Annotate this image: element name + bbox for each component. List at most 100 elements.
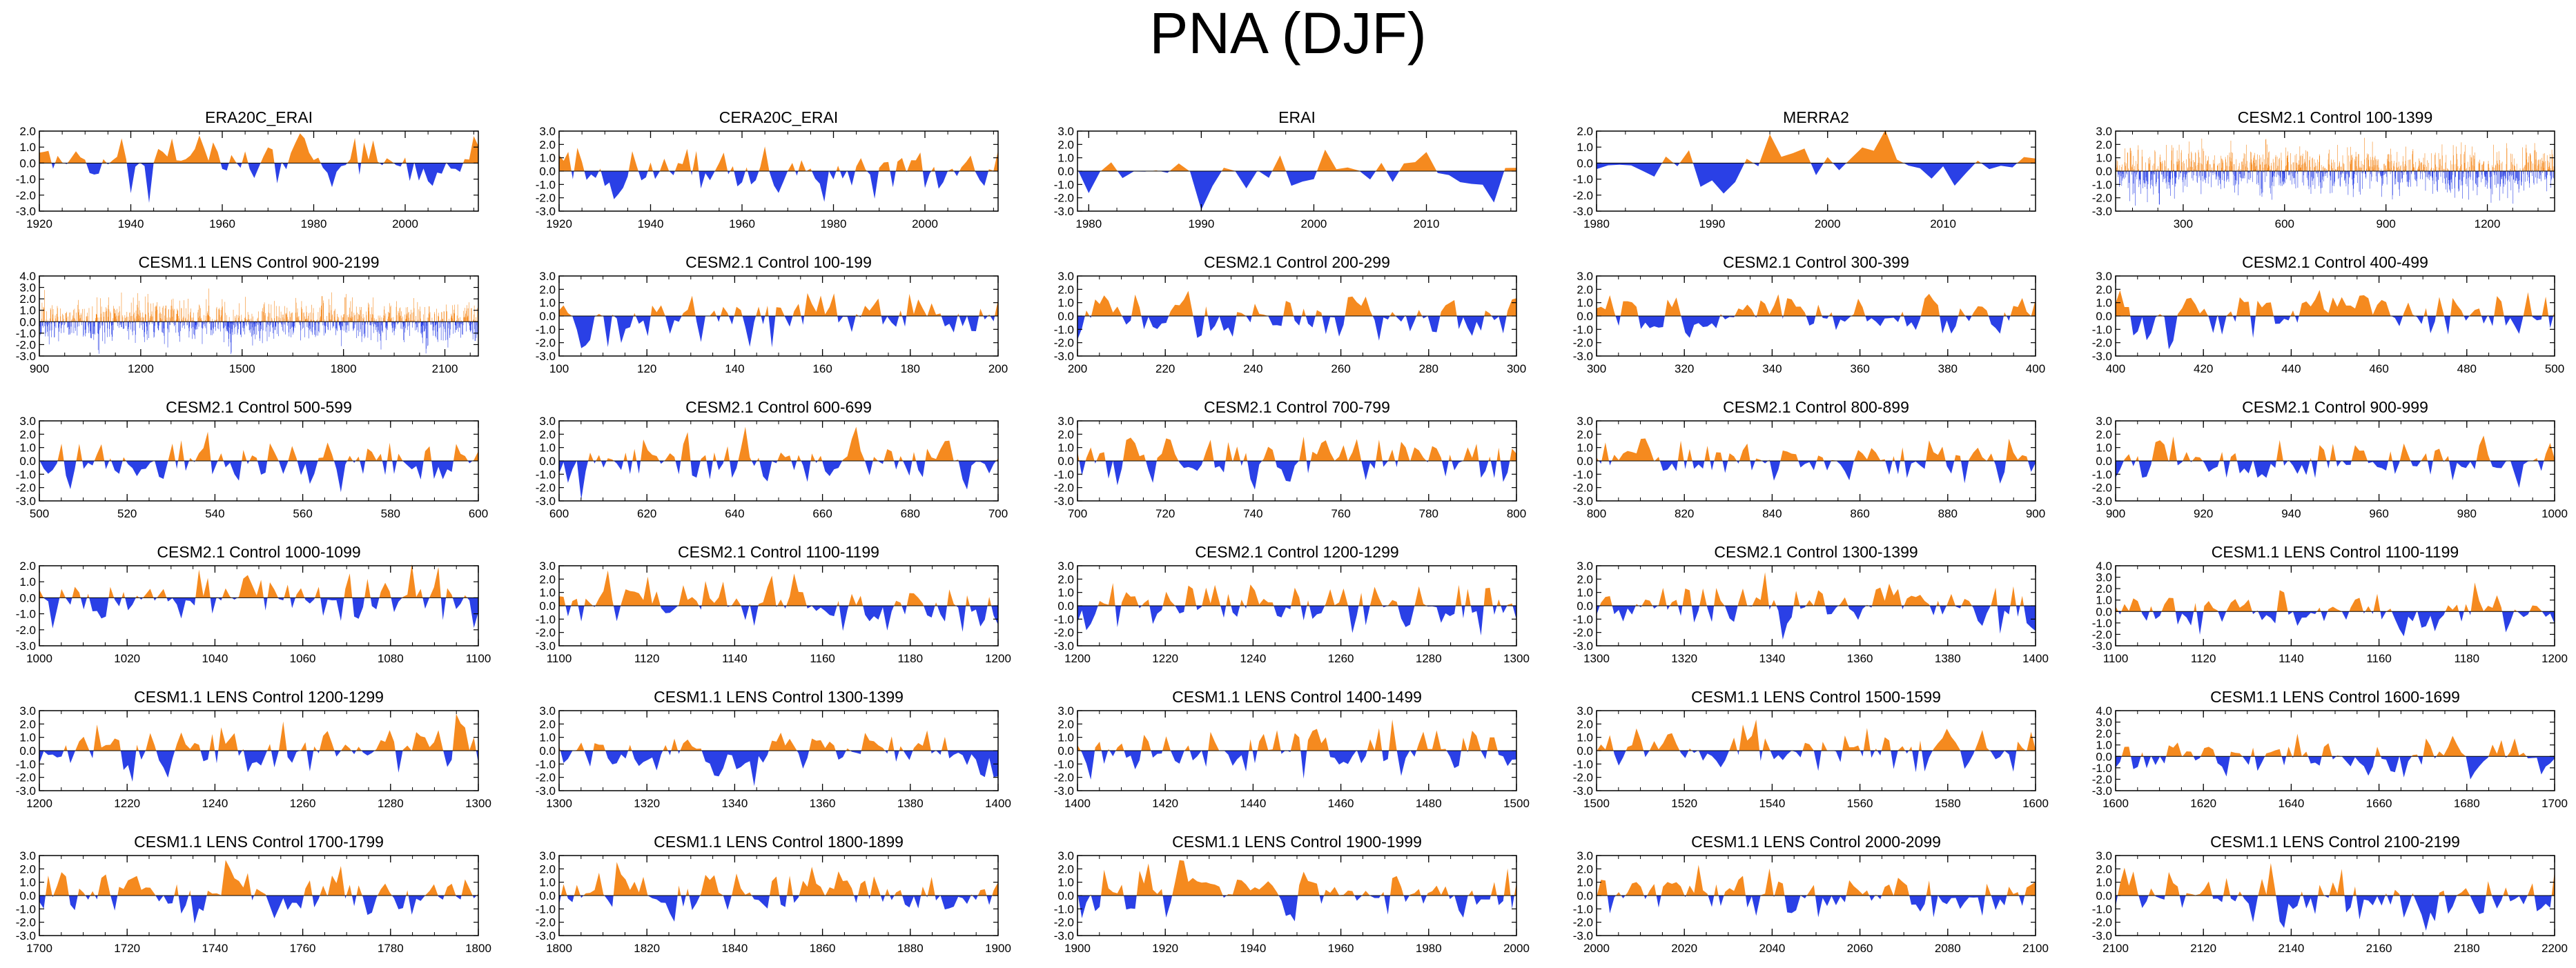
y-tick-label: -1.0: [1573, 902, 1593, 916]
panel-title: CESM1.1 LENS Control 900-2199: [138, 253, 379, 271]
y-tick-label: 0.0: [2096, 165, 2112, 178]
y-tick-label: -2.0: [1573, 482, 1593, 495]
x-tick-label: 760: [1331, 507, 1350, 520]
x-tick-label: 2010: [1930, 217, 1956, 230]
y-tick-label: 1.0: [19, 442, 36, 455]
x-tick-label: 1680: [2454, 797, 2480, 810]
figure-title: PNA (DJF): [1149, 1, 1427, 66]
x-tick-label: 1640: [2278, 797, 2304, 810]
chart-panel: CESM1.1 LENS Control 1200-1299 3.02.01.00…: [16, 688, 491, 810]
y-tick-label: -3.0: [1573, 495, 1593, 508]
positive-area: [559, 293, 998, 316]
y-tick-label: 3.0: [1577, 270, 1593, 283]
y-tick-label: 1.0: [1577, 876, 1593, 889]
chart-panel: CESM1.1 LENS Control 1700-1799 3.02.01.00…: [16, 833, 491, 955]
negative-area: [1077, 606, 1516, 636]
x-tick-label: 100: [549, 362, 569, 375]
y-tick-label: -3.0: [1054, 495, 1074, 508]
x-tick-label: 1900: [985, 942, 1011, 955]
y-tick-label: 3.0: [19, 415, 36, 428]
y-tick-label: -2.0: [2092, 773, 2112, 786]
x-tick-label: 980: [2457, 507, 2477, 520]
negative-area: [1079, 461, 1510, 490]
chart-panel: CESM2.1 Control 100-1993.02.01.00.0-1.0-…: [536, 253, 1008, 375]
chart-panel: CESM2.1 Control 800-8993.02.01.00.0-1.0-…: [1573, 398, 2045, 520]
y-tick-label: 0.0: [539, 310, 556, 323]
x-tick-label: 680: [901, 507, 920, 520]
x-tick-label: 1600: [2102, 797, 2129, 810]
y-tick-label: 0.0: [1577, 889, 1593, 902]
x-tick-label: 1120: [634, 652, 660, 665]
y-tick-label: 3.0: [1057, 125, 1074, 138]
x-tick-label: 1260: [290, 797, 316, 810]
y-tick-label: 0.0: [19, 455, 36, 468]
y-tick-label: 0.0: [1057, 744, 1074, 758]
panel-title: CESM1.1 LENS Control 1700-1799: [134, 833, 384, 851]
y-tick-label: 0.0: [539, 165, 556, 178]
positive-area: [559, 146, 998, 171]
y-tick-label: 0.0: [1057, 455, 1074, 468]
negative-area: [1597, 606, 2036, 640]
x-tick-label: 1280: [1416, 652, 1442, 665]
x-tick-label: 1700: [2541, 797, 2568, 810]
y-tick-label: -2.0: [16, 338, 36, 351]
y-tick-label: 1.0: [2096, 739, 2112, 752]
y-tick-label: 2.0: [2096, 428, 2112, 441]
x-tick-label: 1560: [1847, 797, 1873, 810]
x-tick-label: 600: [2275, 217, 2294, 230]
y-tick-label: 3.0: [19, 281, 36, 295]
chart-panel: CESM2.1 Control 1200-1299 3.02.01.00.0-1.…: [1054, 543, 1530, 665]
positive-area: [559, 570, 992, 606]
y-tick-label: 1.0: [1577, 586, 1593, 600]
y-tick-label: -3.0: [536, 495, 556, 508]
y-tick-label: 1.0: [19, 731, 36, 744]
positive-area: [1077, 149, 1516, 171]
y-tick-label: 2.0: [539, 718, 556, 731]
y-tick-label: 0.0: [19, 157, 36, 170]
x-tick-label: 1980: [301, 217, 327, 230]
y-tick-label: -1.0: [16, 758, 36, 771]
y-tick-label: 1.0: [1057, 152, 1074, 165]
x-tick-label: 260: [1331, 362, 1350, 375]
x-tick-label: 380: [1938, 362, 1958, 375]
x-tick-label: 600: [469, 507, 488, 520]
x-tick-label: 740: [1243, 507, 1262, 520]
y-tick-label: -3.0: [1054, 640, 1074, 653]
x-tick-label: 220: [1155, 362, 1175, 375]
y-tick-label: 0.0: [2096, 750, 2112, 763]
y-tick-label: -3.0: [1573, 205, 1593, 218]
panel-title: CESM1.1 LENS Control 2000-2099: [1691, 833, 1941, 851]
positive-area: [1077, 719, 1498, 751]
y-tick-label: -3.0: [16, 350, 36, 363]
x-tick-label: 660: [812, 507, 832, 520]
x-tick-label: 240: [1243, 362, 1262, 375]
x-tick-label: 440: [2281, 362, 2301, 375]
x-tick-label: 520: [117, 507, 137, 520]
x-tick-label: 300: [2174, 217, 2193, 230]
y-tick-label: 0.0: [1057, 165, 1074, 178]
x-tick-label: 1240: [202, 797, 228, 810]
panel-title: ERAI: [1278, 108, 1316, 126]
y-tick-label: -2.0: [1573, 337, 1593, 350]
x-tick-label: 1100: [466, 652, 491, 665]
x-tick-label: 200: [1068, 362, 1087, 375]
y-tick-label: -3.0: [16, 784, 36, 798]
panel-title: CESM2.1 Control 1300-1399: [1714, 543, 1918, 561]
y-tick-label: 2.0: [539, 573, 556, 586]
x-tick-label: 1500: [1503, 797, 1530, 810]
y-tick-label: 0.0: [19, 744, 36, 758]
panel-title: ERA20C_ERAI: [205, 108, 313, 126]
y-tick-label: 1.0: [1577, 141, 1593, 154]
x-tick-label: 300: [1507, 362, 1526, 375]
y-tick-label: 0.0: [2096, 310, 2112, 323]
x-tick-label: 1160: [810, 652, 835, 665]
y-tick-label: 1.0: [539, 442, 556, 455]
x-tick-label: 700: [988, 507, 1008, 520]
y-tick-label: -3.0: [1573, 929, 1593, 942]
y-tick-label: -2.0: [1054, 771, 1074, 784]
y-tick-label: -3.0: [536, 640, 556, 653]
y-tick-label: -2.0: [16, 916, 36, 929]
x-tick-label: 1320: [634, 797, 660, 810]
chart-panel: CESM1.1 LENS Control 2000-2099 3.02.01.00…: [1573, 833, 2049, 955]
